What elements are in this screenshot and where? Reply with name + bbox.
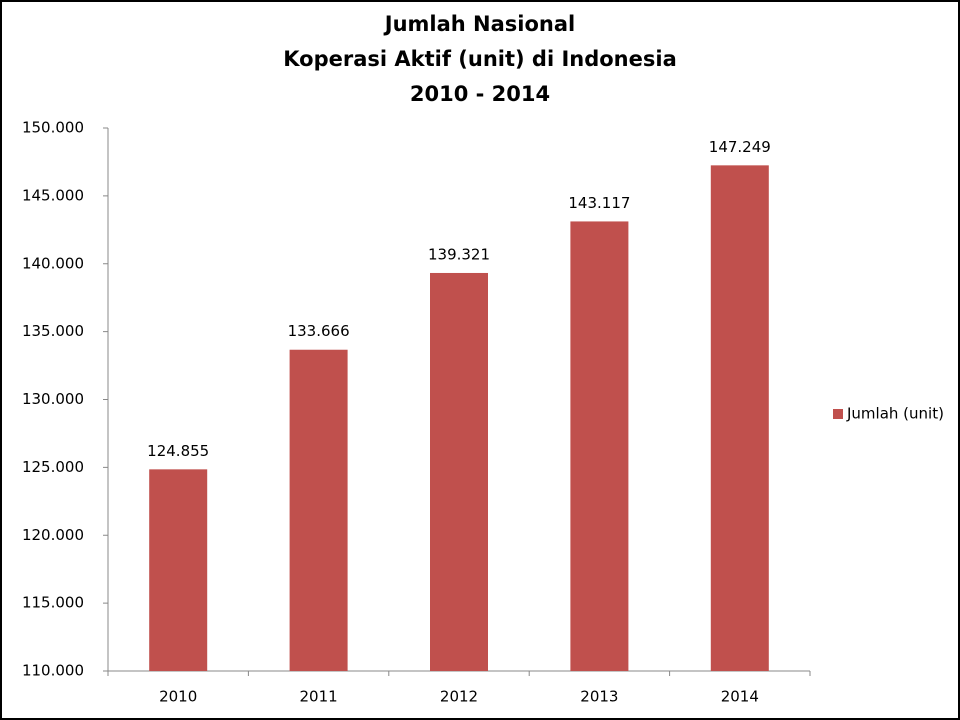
y-tick-label: 130.000: [22, 390, 84, 408]
bar: [289, 349, 348, 671]
data-label: 124.855: [147, 442, 209, 460]
data-label: 139.321: [428, 245, 490, 263]
chart-title: Jumlah Nasional: [383, 12, 575, 36]
x-tick-label: 2013: [580, 688, 618, 706]
y-tick-label: 140.000: [22, 254, 84, 272]
bar: [149, 469, 208, 671]
y-tick-label: 125.000: [22, 458, 84, 476]
x-tick-label: 2010: [159, 688, 197, 706]
bar: [430, 272, 488, 671]
y-tick-label: 145.000: [22, 186, 84, 204]
legend-label: Jumlah (unit): [846, 405, 944, 423]
chart-title: 2010 - 2014: [410, 82, 550, 106]
x-tick-label: 2012: [440, 688, 478, 706]
data-label: 147.249: [709, 138, 771, 156]
chart-title: Koperasi Aktif (unit) di Indonesia: [283, 47, 677, 71]
y-tick-label: 115.000: [22, 594, 84, 612]
y-tick-label: 135.000: [22, 322, 84, 340]
y-tick-label: 150.000: [22, 119, 84, 137]
y-tick-label: 110.000: [22, 662, 84, 680]
data-label: 143.117: [568, 194, 630, 212]
bar: [570, 221, 629, 672]
y-tick-label: 120.000: [22, 526, 84, 544]
data-label: 133.666: [288, 322, 350, 340]
legend-swatch: [833, 409, 843, 419]
bar: [710, 165, 769, 671]
x-tick-label: 2011: [300, 688, 338, 706]
x-tick-label: 2014: [721, 688, 759, 706]
